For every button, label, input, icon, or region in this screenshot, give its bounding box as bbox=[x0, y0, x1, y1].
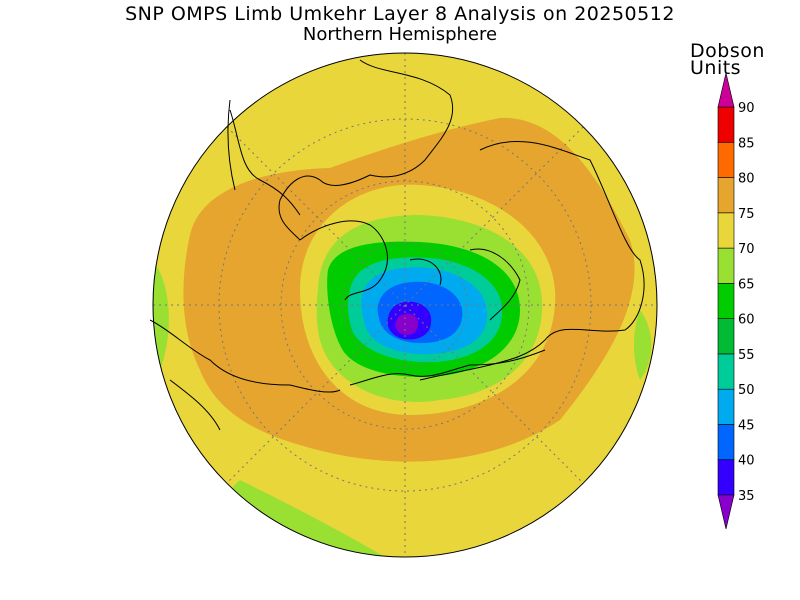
coastline-north-america bbox=[278, 59, 454, 241]
colorbar-tick-label: 80 bbox=[738, 172, 755, 187]
high-ozone-band bbox=[183, 117, 635, 462]
colorbar-segment bbox=[717, 388, 735, 425]
colorbar-tick-label: 55 bbox=[738, 348, 755, 363]
colorbar-tick-label: 60 bbox=[738, 313, 755, 328]
coastline-arctic-islands bbox=[409, 248, 521, 321]
colorbar-tick-label: 70 bbox=[738, 242, 755, 257]
graticule bbox=[153, 53, 657, 557]
latitude-circle bbox=[280, 180, 530, 430]
colorbar-segment bbox=[717, 283, 735, 319]
green-patch-right bbox=[634, 310, 652, 380]
colorbar-segment bbox=[717, 459, 735, 496]
colorbar-tick-label: 65 bbox=[738, 277, 755, 292]
coastline-greenland bbox=[299, 220, 388, 301]
violet-zone bbox=[395, 313, 419, 335]
map-border bbox=[152, 52, 658, 558]
colorbar-segment bbox=[717, 177, 735, 214]
colorbar-segment bbox=[717, 141, 735, 178]
colorbar-tick-label: 45 bbox=[738, 418, 755, 433]
colorbar-tick-label: 50 bbox=[738, 383, 755, 398]
colorbar-segment bbox=[717, 247, 735, 284]
units-label-line1: Dobson bbox=[690, 40, 765, 62]
coastline-asia bbox=[419, 140, 645, 381]
colorbar-tick-label: 35 bbox=[738, 489, 755, 504]
colorbar-tick-label: 40 bbox=[738, 454, 755, 469]
colorbar-tick-label: 85 bbox=[738, 136, 755, 151]
map-title: SNP OMPS Limb Umkehr Layer 8 Analysis on… bbox=[125, 3, 675, 25]
triangle-up-icon bbox=[717, 72, 735, 108]
colorbar-segment bbox=[717, 106, 735, 143]
triangle-down-icon bbox=[717, 494, 735, 530]
units-label-line2: Units bbox=[690, 57, 742, 79]
colorbar-segment bbox=[717, 353, 735, 390]
coastline-europe bbox=[227, 99, 301, 216]
colorbar-segment bbox=[717, 318, 735, 355]
coastline-west bbox=[149, 319, 341, 431]
map-subtitle: Northern Hemisphere bbox=[302, 24, 498, 45]
colorbar-segment bbox=[717, 424, 735, 461]
coastlines bbox=[149, 59, 645, 431]
colorbar-tick-label: 90 bbox=[738, 101, 755, 116]
colorbar-tick-label: 75 bbox=[738, 207, 755, 222]
colorbar-segment bbox=[717, 212, 735, 249]
coastline-siberia bbox=[349, 349, 546, 386]
